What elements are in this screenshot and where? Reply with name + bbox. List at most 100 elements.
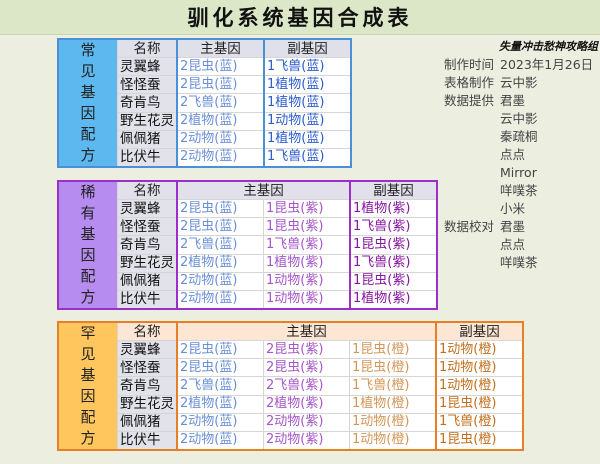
credit-value: 2023年1月26日	[500, 57, 594, 72]
rare-recipe-table: 稀有基因配方 名称 主基因 副基因 灵翼蜂 2昆虫(蓝) 1昆虫(紫) 1植物(紫) 怪怪蚕 2昆…	[57, 180, 438, 310]
creature-name: 野生花灵	[117, 253, 178, 273]
section-label-text: 常见基因配方	[80, 41, 96, 164]
main-gene-cell: 2昆虫(紫)	[263, 340, 350, 360]
credit-row: 咩噗茶	[444, 254, 600, 272]
creature-name: 奇肯鸟	[117, 93, 178, 113]
table-row: 灵翼蜂 2昆虫(蓝) 1昆虫(紫) 1植物(紫)	[58, 199, 438, 219]
sub-gene-header: 副基因	[349, 180, 438, 201]
creature-name: 佩佩猪	[117, 129, 178, 149]
page-title: 驯化系统基因合成表	[187, 5, 413, 30]
credit-row: Mirror	[444, 164, 600, 182]
credits-panel: 失量冲击愁神攻略组 制作时间 2023年1月26日 表格制作 云中影 数据提供 君墨 云中影…	[444, 38, 600, 272]
header-row: 罕见基因配方 名称 主基因 副基因	[58, 321, 524, 450]
main-gene-cell: 2植物(蓝)	[176, 394, 264, 414]
sub-gene-cell: 1植物(紫)	[349, 289, 438, 310]
sub-gene-cell: 1飞兽(橙)	[435, 412, 524, 432]
sub-gene-header: 副基因	[263, 38, 352, 59]
main-gene-cell: 1飞兽(紫)	[263, 235, 351, 255]
credit-value: 点点	[500, 237, 526, 252]
table-row: 比伏牛 2动物(蓝) 1动物(紫) 1植物(紫)	[58, 289, 438, 310]
sub-gene-cell: 1飞兽(蓝)	[263, 57, 352, 77]
credit-value: 小米	[500, 201, 526, 216]
credit-value: 君墨	[500, 219, 526, 234]
creature-name: 野生花灵	[117, 394, 178, 414]
sub-gene-cell: 1动物(橙)	[435, 340, 524, 360]
creature-name: 灵翼蜂	[117, 340, 178, 360]
main-gene-cell: 1动物(紫)	[263, 289, 351, 310]
credit-key	[444, 110, 500, 128]
table-row: 灵翼蜂 2昆虫(蓝) 1飞兽(蓝)	[58, 57, 352, 77]
main-gene-cell: 1植物(紫)	[263, 253, 351, 273]
credit-value: Mirror	[500, 165, 537, 180]
sub-gene-cell: 1昆虫(紫)	[349, 235, 438, 255]
name-header: 名称	[117, 180, 178, 201]
credit-row: 表格制作 云中影	[444, 74, 600, 92]
main-gene-cell: 1动物(橙)	[349, 412, 437, 432]
main-gene-cell: 2飞兽(紫)	[263, 376, 350, 396]
sub-gene-cell: 1动物(橙)	[435, 358, 524, 378]
credit-row: 咩噗茶	[444, 182, 600, 200]
table-row: 比伏牛 2动物(蓝) 1飞兽(蓝)	[58, 147, 352, 168]
table-row: 奇肯鸟 2飞兽(蓝) 2飞兽(紫) 1飞兽(橙) 1动物(橙)	[58, 376, 524, 396]
credit-row: 小米	[444, 200, 600, 218]
credit-value: 咩噗茶	[500, 255, 538, 270]
name-header: 名称	[117, 38, 178, 59]
section-label: 稀有基因配方	[58, 181, 118, 309]
table-row: 奇肯鸟 2飞兽(蓝) 1植物(蓝)	[58, 93, 352, 113]
main-gene-cell: 2植物(紫)	[263, 394, 350, 414]
creature-name: 灵翼蜂	[117, 199, 178, 219]
sub-gene-cell: 1昆虫(紫)	[349, 271, 438, 291]
credit-key	[444, 200, 500, 218]
credit-value: 云中影	[500, 75, 538, 90]
section-label: 常见基因配方	[58, 39, 118, 167]
table-row: 野生花灵 2植物(蓝) 1植物(紫) 1飞兽(紫)	[58, 253, 438, 273]
main-gene-cell: 2动物(蓝)	[176, 412, 264, 432]
main-gene-cell: 1昆虫(紫)	[263, 217, 351, 237]
credit-key	[444, 146, 500, 164]
credit-row: 点点	[444, 146, 600, 164]
main-gene-cell: 2昆虫(蓝)	[176, 75, 265, 95]
main-gene-cell: 1动物(紫)	[263, 271, 351, 291]
main-gene-cell: 2植物(蓝)	[176, 111, 265, 131]
table-row: 灵翼蜂 2昆虫(蓝) 2昆虫(紫) 1昆虫(橙) 1动物(橙)	[58, 340, 524, 360]
table-row: 奇肯鸟 2飞兽(蓝) 1飞兽(紫) 1昆虫(紫)	[58, 235, 438, 255]
creature-name: 奇肯鸟	[117, 235, 178, 255]
sub-gene-cell: 1动物(蓝)	[263, 111, 352, 131]
main-gene-cell: 1昆虫(橙)	[349, 340, 437, 360]
credit-key: 制作时间	[444, 57, 495, 72]
table-row: 野生花灵 2植物(蓝) 2植物(紫) 1植物(橙) 1昆虫(橙)	[58, 394, 524, 414]
main-gene-header: 主基因	[176, 180, 351, 201]
section-label-text: 罕见基因配方	[80, 324, 96, 447]
sub-gene-header: 副基因	[435, 321, 524, 342]
credit-row: 秦疏桐	[444, 128, 600, 146]
common-recipe-table: 常见基因配方 名称 主基因 副基因 灵翼蜂 2昆虫(蓝) 1飞兽(蓝) 怪怪蚕 2昆虫(蓝) 1植…	[57, 38, 352, 168]
sub-gene-cell: 1飞兽(紫)	[349, 253, 438, 273]
credit-value: 君墨	[500, 93, 526, 108]
main-gene-cell: 2动物(紫)	[263, 412, 350, 432]
creature-name: 奇肯鸟	[117, 376, 178, 396]
sub-gene-cell: 1动物(橙)	[435, 376, 524, 396]
name-header: 名称	[117, 321, 178, 342]
credit-key: 数据提供	[444, 93, 495, 108]
sub-gene-cell: 1昆虫(橙)	[435, 430, 524, 451]
creature-name: 怪怪蚕	[117, 217, 178, 237]
table-row: 野生花灵 2植物(蓝) 1动物(蓝)	[58, 111, 352, 131]
credit-row: 制作时间 2023年1月26日	[444, 56, 600, 74]
credit-key: 数据校对	[444, 219, 495, 234]
creature-name: 比伏牛	[117, 147, 178, 168]
main-gene-cell: 2飞兽(蓝)	[176, 93, 265, 113]
sub-gene-cell: 1植物(蓝)	[263, 93, 352, 113]
sub-gene-cell: 1植物(紫)	[349, 199, 438, 219]
credit-key	[444, 254, 500, 272]
main-gene-cell: 1飞兽(橙)	[349, 376, 437, 396]
section-label-text: 稀有基因配方	[80, 183, 96, 306]
creature-name: 佩佩猪	[117, 271, 178, 291]
main-gene-header: 主基因	[176, 38, 265, 59]
credit-value: 咩噗茶	[500, 183, 538, 198]
credit-key	[444, 128, 500, 146]
sub-gene-cell: 1飞兽(紫)	[349, 217, 438, 237]
section-label: 罕见基因配方	[58, 322, 118, 450]
credit-value: 点点	[500, 147, 526, 162]
main-gene-cell: 2昆虫(蓝)	[176, 57, 265, 77]
credit-key	[444, 182, 500, 200]
